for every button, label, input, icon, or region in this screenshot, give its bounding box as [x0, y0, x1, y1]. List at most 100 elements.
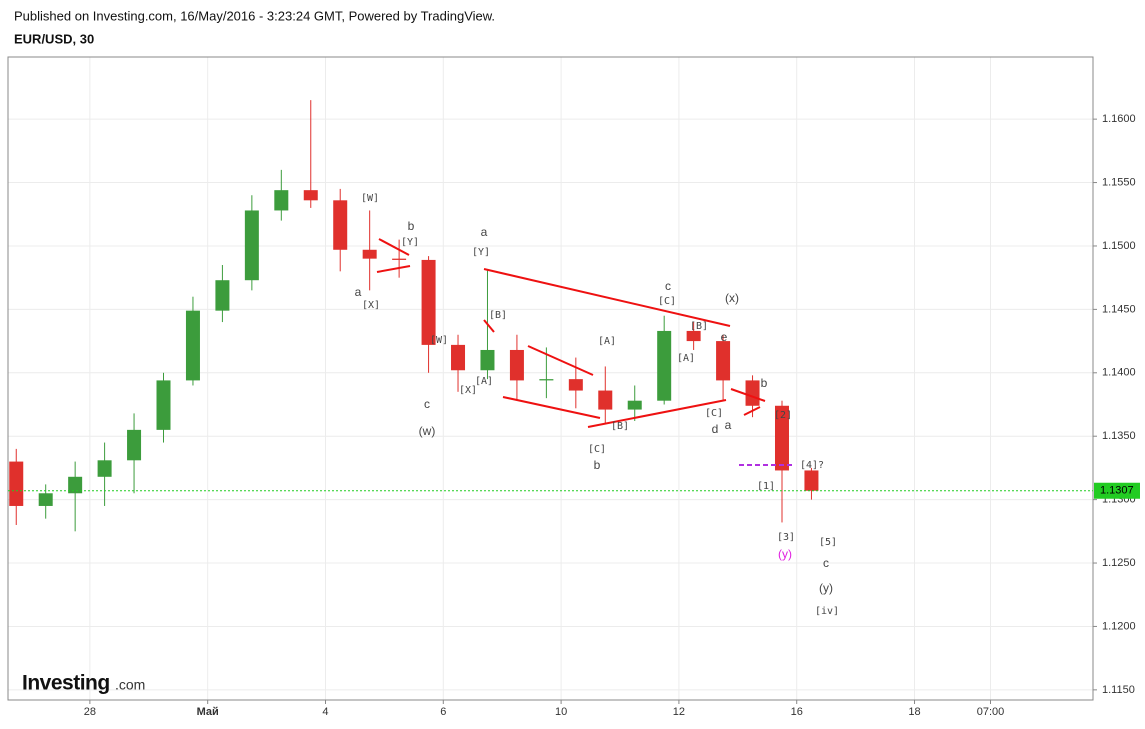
wave-label: [C]	[588, 444, 606, 455]
y-tick-label: 1.1350	[1102, 430, 1136, 442]
candle-body	[568, 379, 583, 391]
wave-label: a	[355, 285, 362, 299]
plot-frame	[7, 56, 1094, 701]
x-tick-label: 16	[791, 706, 803, 718]
candle-body	[362, 249, 377, 259]
trend-line	[502, 396, 601, 419]
candle-body	[627, 400, 642, 410]
wave-label: (w)	[419, 424, 436, 438]
x-tick-label: Май	[197, 706, 219, 718]
wave-label: [Y]	[401, 237, 419, 248]
candle-body	[97, 460, 112, 477]
last-price-tag	[1094, 482, 1140, 499]
symbol: EUR/USD, 30	[14, 31, 94, 46]
candle-body	[392, 258, 407, 260]
candle-body	[127, 429, 142, 461]
candle-body	[598, 390, 613, 410]
grid	[8, 57, 1093, 700]
candle-body	[38, 493, 53, 506]
wave-label: b	[594, 458, 601, 472]
y-tick-label: 1.1200	[1102, 620, 1136, 632]
candle-body	[421, 259, 436, 345]
wave-labels: [W]b[Y]a[Y]a[X][B][W][A][X]c(w)[A][C]b[B…	[355, 193, 839, 617]
y-tick-label: 1.1450	[1102, 303, 1136, 315]
candle-body	[686, 330, 701, 342]
wave-label: [W]	[430, 335, 448, 346]
candles	[8, 100, 1093, 532]
wave-label: (y)	[819, 581, 833, 595]
published-note: Published on Investing.com, 16/May/2016 …	[14, 8, 495, 23]
wave-label: b	[408, 219, 415, 233]
wave-label: [B]	[690, 321, 708, 332]
candle-body	[509, 349, 524, 381]
wave-label: a	[481, 225, 488, 239]
x-tick-label: 4	[322, 706, 328, 718]
y-tick-label: 1.1600	[1102, 113, 1136, 125]
candle-body	[804, 470, 819, 491]
trend-line	[483, 268, 731, 327]
wave-label: [A]	[475, 376, 493, 387]
wave-label: [5]	[819, 537, 837, 548]
y-tick-label: 1.1150	[1102, 684, 1135, 696]
wave-label: e	[721, 330, 728, 344]
wave-label: [C]	[705, 408, 723, 419]
candle-body	[745, 380, 760, 406]
wave-label: [C]	[658, 296, 676, 307]
candle-body	[774, 405, 789, 471]
candle-body	[303, 190, 318, 201]
candle-body	[451, 344, 466, 371]
wave-label: [B]	[611, 421, 629, 432]
trend-line	[527, 345, 594, 376]
wave-label: [X]	[362, 300, 380, 311]
wave-label: [4]?	[800, 460, 824, 471]
trend-line	[483, 319, 495, 333]
logo: Investing .com	[22, 672, 145, 695]
logo-main: Investing	[22, 672, 110, 695]
candle-body	[333, 200, 348, 250]
logo-suffix: .com	[115, 677, 145, 693]
wave-label: [W]	[361, 193, 379, 204]
x-tick-label: 12	[673, 706, 685, 718]
x-tick-label: 6	[440, 706, 446, 718]
x-tick-label: 18	[908, 706, 920, 718]
wave-label: [Y]	[472, 247, 490, 258]
wave-lines	[376, 238, 792, 466]
y-tick-label: 1.1550	[1102, 176, 1136, 188]
candle-body	[480, 349, 495, 371]
trend-line	[587, 399, 727, 428]
trend-line	[376, 265, 411, 273]
wave-label: (x)	[725, 291, 739, 305]
candle-body	[185, 310, 200, 381]
wave-label: [X]	[459, 385, 477, 396]
candle-body	[539, 379, 554, 381]
x-tick-label: 10	[555, 706, 567, 718]
candle-body	[9, 461, 24, 506]
wave-label: b	[761, 376, 768, 390]
candle-body	[716, 341, 731, 381]
wave-label: [iv]	[815, 606, 839, 617]
wave-label: [1]	[757, 481, 775, 492]
wave-label: c	[424, 397, 430, 411]
wave-label: a	[725, 418, 732, 432]
y-tick-label: 1.1250	[1102, 557, 1136, 569]
candle-body	[156, 380, 171, 430]
trend-line	[378, 238, 410, 256]
wave-label: c	[665, 279, 671, 293]
candle-body	[244, 210, 259, 281]
wave-label: [A]	[598, 336, 616, 347]
wave-label: [2]	[774, 410, 792, 421]
trend-line	[743, 406, 761, 416]
x-tick-label: 07:00	[977, 706, 1005, 718]
wave-label: (y)	[778, 547, 792, 561]
candle-body	[68, 476, 83, 494]
trend-line	[730, 388, 766, 402]
candle-body	[657, 330, 672, 401]
last-price-label: 1.1307	[1100, 485, 1134, 497]
wave-label: c	[823, 556, 829, 570]
y-tick-label: 1.1500	[1102, 240, 1136, 252]
candle-body	[274, 190, 289, 211]
wave-label: [A]	[677, 353, 695, 364]
wave-label: d	[712, 422, 719, 436]
candle-body	[215, 280, 230, 311]
